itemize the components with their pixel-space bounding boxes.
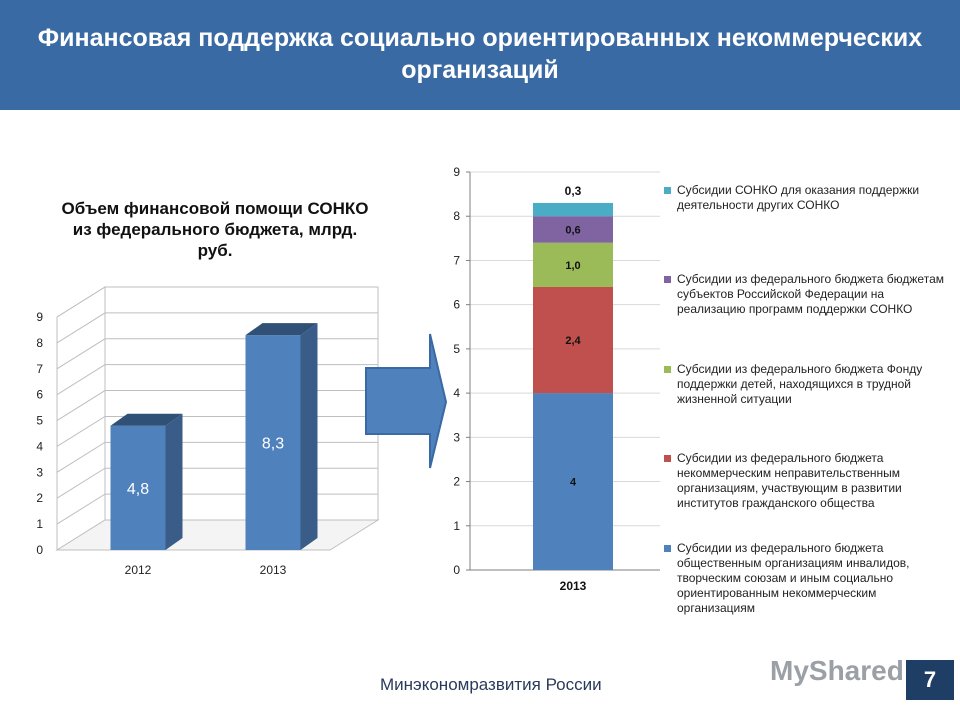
y-tick-label: 0 — [453, 563, 460, 577]
gridline — [56, 364, 378, 396]
gridline — [56, 390, 378, 421]
footer-org-name: Минэкономразвития России — [380, 675, 602, 694]
gridline — [56, 441, 378, 473]
header-banner: Финансовая поддержка социально ориентиро… — [0, 0, 960, 110]
segment-data-label: 1,0 — [565, 260, 580, 272]
legend-swatch-purple — [664, 276, 671, 283]
y-tick-label: 1 — [36, 517, 43, 531]
legend-swatch-red — [664, 455, 671, 462]
x-tick-label: 2012 — [125, 563, 152, 577]
y-tick-label: 6 — [453, 298, 460, 312]
bar-2013 — [245, 323, 318, 550]
bar-front — [110, 425, 166, 550]
y-tick-label: 0 — [36, 543, 43, 557]
back-wall — [104, 286, 379, 521]
legend-item-green: Субсидии из федерального бюджета Фонду п… — [664, 362, 949, 407]
legend-label: Субсидии из федерального бюджета обществ… — [677, 541, 910, 615]
left-chart-title: Объем финансовой помощи СОНКО из федерал… — [61, 199, 369, 260]
bar-data-label: 4,8 — [127, 481, 149, 498]
watermark-logo: MyShared — [770, 655, 904, 686]
gridline — [56, 286, 378, 318]
legend-label: Субсидии из федерального бюджета бюджета… — [677, 272, 944, 316]
y-tick-label: 2 — [36, 491, 43, 505]
bar-top — [245, 323, 318, 336]
legend-item-red: Субсидии из федерального бюджета некомме… — [664, 451, 949, 511]
segment-data-label: 4 — [570, 477, 577, 489]
y-tick-label: 4 — [36, 439, 43, 453]
bar-top — [110, 413, 183, 426]
legend-label: Субсидии СОНКО для оказания поддержки де… — [677, 183, 920, 212]
stack-segment-0 — [533, 393, 613, 570]
y-tick-label: 3 — [453, 430, 460, 444]
stack-segment-2 — [533, 242, 613, 287]
side-wall — [56, 286, 106, 551]
bar-front — [245, 335, 301, 550]
page-title: Финансовая поддержка социально ориентиро… — [37, 24, 923, 84]
legend-item-purple: Субсидии из федерального бюджета бюджета… — [664, 272, 949, 317]
y-tick-label: 8 — [36, 336, 43, 350]
y-tick-label: 7 — [36, 362, 43, 376]
y-tick-label: 4 — [453, 386, 460, 400]
legend-swatch-cyan — [664, 187, 671, 194]
legend-item-cyan: Субсидии СОНКО для оказания поддержки де… — [664, 183, 949, 213]
stack-segment-3 — [533, 216, 613, 243]
legend-item-blue: Субсидии из федерального бюджета обществ… — [664, 541, 949, 616]
floor — [55, 519, 380, 551]
gridline — [56, 415, 378, 447]
page-number-badge: 7 — [906, 660, 954, 700]
bar-side — [300, 323, 318, 550]
stack-segment-4 — [533, 202, 613, 217]
y-tick-label: 8 — [453, 209, 460, 223]
segment-data-label: 0,6 — [565, 224, 580, 236]
gridline — [56, 493, 378, 525]
segment-data-label: 2,4 — [565, 335, 581, 347]
legend-swatch-green — [664, 366, 671, 373]
y-tick-label: 2 — [453, 475, 460, 489]
gridline — [56, 467, 378, 499]
gridline — [56, 338, 378, 370]
bar-data-label: 8,3 — [262, 436, 284, 453]
legend-swatch-blue — [664, 545, 671, 552]
transition-arrow-shape — [365, 333, 448, 469]
legend-label: Субсидии из федерального бюджета некомме… — [677, 451, 902, 510]
y-tick-label: 7 — [453, 253, 460, 267]
stack-segment-1 — [533, 286, 613, 394]
bar-side — [165, 413, 183, 550]
y-tick-label: 3 — [36, 465, 43, 479]
y-tick-label: 1 — [453, 519, 460, 533]
bar-2012 — [110, 413, 183, 550]
gridline — [56, 312, 378, 344]
legend-label: Субсидии из федерального бюджета Фонду п… — [677, 362, 923, 406]
segment-data-label: 0,3 — [565, 184, 582, 198]
y-tick-label: 6 — [36, 388, 43, 402]
y-tick-label: 9 — [36, 310, 43, 324]
y-tick-label: 5 — [453, 342, 460, 356]
y-tick-label: 9 — [453, 165, 460, 179]
x-tick-label: 2013 — [560, 579, 587, 593]
y-tick-label: 5 — [36, 414, 43, 428]
x-tick-label: 2013 — [260, 563, 287, 577]
